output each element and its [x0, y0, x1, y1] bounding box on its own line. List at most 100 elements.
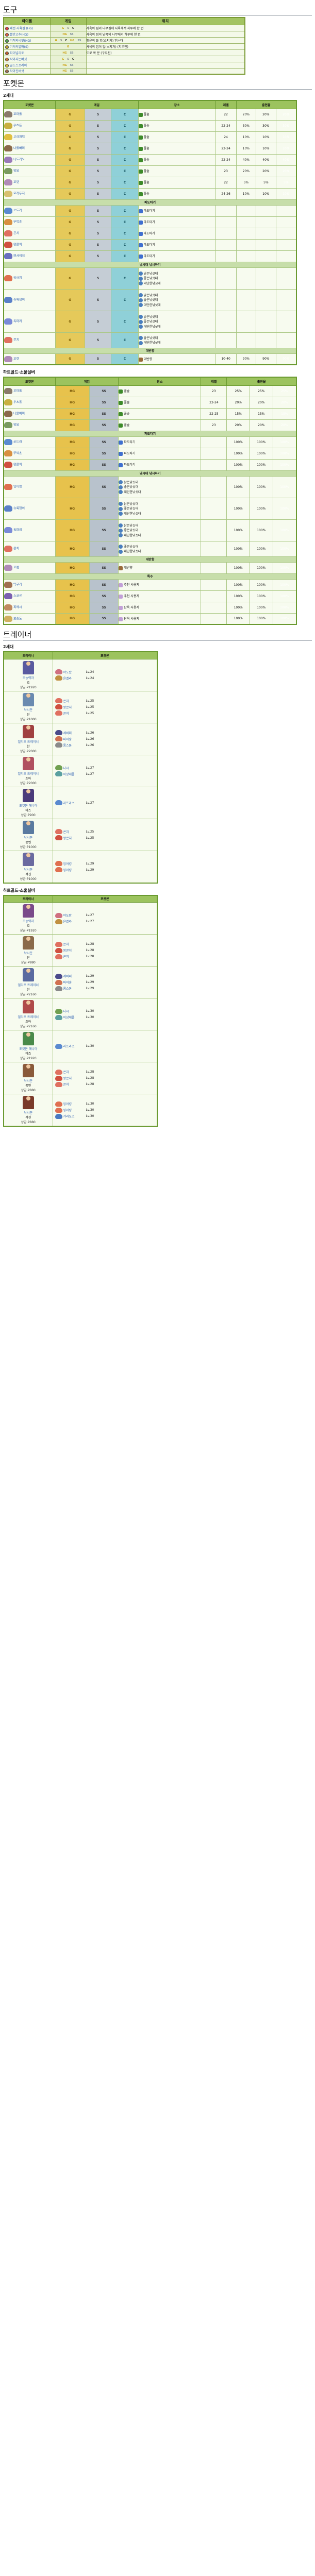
pokemon-cell[interactable]: 쏘드라 [3, 205, 56, 217]
trainer-class[interactable]: 엘리트 트레이너 [18, 1015, 39, 1019]
item-name[interactable]: 패턴 사육질 (HG) [10, 26, 34, 30]
pokemon-cell[interactable]: 꼬렛 [3, 176, 56, 189]
pokemon-cell[interactable]: 콘치 [3, 227, 56, 240]
team-pokemon-name[interactable]: 롱스톤 [63, 987, 72, 991]
team-pokemon-name[interactable]: 야도란 [63, 914, 72, 918]
pokemon-cell[interactable]: 뚜벅쵸 [3, 447, 56, 460]
team-pokemon-name[interactable]: 왕콘치 [63, 705, 72, 709]
pokemon-cell[interactable]: 나몰빼미 [3, 408, 56, 420]
pokemon-cell[interactable]: 니드리노 [3, 154, 56, 166]
team-pokemon-name[interactable]: 잉어킹 [63, 1103, 72, 1106]
pokemon-cell[interactable]: 꼬마돌 [3, 385, 56, 397]
pokemon-name[interactable]: 콘치 [13, 338, 20, 342]
pokemon-cell[interactable]: 딱구리 [3, 579, 56, 591]
pokemon-cell[interactable]: 꼬마돌 [3, 108, 56, 121]
trainer-class[interactable]: 낚시꾼 [24, 1079, 33, 1083]
team-pokemon-name[interactable]: 콘치 [63, 943, 69, 946]
pokemon-name[interactable]: 쏘드라 [13, 209, 22, 213]
pokemon-cell[interactable]: 우츠동 [3, 396, 56, 409]
team-pokemon-name[interactable]: 콘치 [63, 830, 69, 834]
trainer-cell[interactable]: 엘리트 트레이너 한 상금 ₽2000 [3, 722, 53, 755]
team-pokemon-name[interactable]: 왕콘치 [63, 1077, 72, 1080]
pokemon-name[interactable]: 뚜벅쵸 [13, 451, 22, 455]
trainer-class[interactable]: 조능력자 [22, 676, 34, 680]
trainer-cell[interactable]: 낚시꾼 진 상금 ₽880 [3, 934, 53, 967]
item-name[interactable]: 작아지는버섯 [10, 57, 27, 61]
trainer-class[interactable]: 포켓몬 매니아 [19, 804, 38, 808]
pokemon-cell[interactable]: 꼬렛 [3, 562, 56, 574]
team-pokemon-name[interactable]: 나시 [63, 766, 69, 770]
item-name[interactable]: 파이널리토 [10, 51, 24, 55]
pokemon-name[interactable]: 꼬렛 [13, 566, 20, 570]
pokemon-cell[interactable]: 콘치 [3, 540, 56, 557]
pokemon-name[interactable]: 슈륙챙이 [13, 298, 25, 302]
item-name-cell[interactable]: 파이널리토 [3, 49, 51, 56]
pokemon-name[interactable]: 보송도 [13, 617, 22, 621]
pokemon-name[interactable]: 콘치 [13, 231, 20, 235]
pokemon-cell[interactable]: 고라파덕 [3, 131, 56, 143]
trainer-class[interactable]: 낚시꾼 [24, 1111, 33, 1115]
team-pokemon-name[interactable]: 라프라스 [63, 1045, 75, 1048]
trainer-cell[interactable]: 낚시꾼 종빈 상금 ₽1000 [3, 818, 53, 851]
pokemon-cell[interactable]: 콘치 [3, 332, 56, 348]
pokemon-cell[interactable]: 모래두지 [3, 188, 56, 200]
trainer-class[interactable]: 낚시꾼 [24, 836, 33, 840]
pokemon-name[interactable]: 독파리 [13, 319, 22, 324]
team-pokemon-name[interactable]: 잉어킹 [63, 862, 72, 866]
trainer-class[interactable]: 엘리트 트레이너 [18, 772, 39, 776]
team-pokemon-name[interactable]: 콘치 [63, 955, 69, 959]
pokemon-cell[interactable]: 꼬렛 [3, 353, 56, 365]
pokemon-name[interactable]: 피에시 [13, 605, 22, 609]
team-pokemon-name[interactable]: 이상해풀 [63, 1016, 75, 1020]
item-name[interactable]: 빨간고추(HG) [10, 32, 28, 37]
item-name-cell[interactable]: 골드스프레이 [3, 61, 51, 69]
item-name-cell[interactable]: 패턴 사육질 (HG) [3, 24, 51, 31]
item-name-cell[interactable]: 작아지는버섯 [3, 55, 51, 62]
team-pokemon-name[interactable]: 윤겔라 [63, 676, 72, 681]
item-name-cell[interactable]: 작아진버섯 [3, 67, 51, 75]
trainer-cell[interactable]: 포켓몬 매니아 미즈 상금 ₽900 [3, 786, 53, 819]
pokemon-name[interactable]: 꼬렛 [13, 180, 20, 184]
trainer-cell[interactable]: 초능력자 호 상금 ₽1920 [3, 902, 53, 935]
item-name[interactable]: 골드스프레이 [10, 63, 27, 67]
team-pokemon-name[interactable]: 라프라스 [63, 801, 75, 805]
pokemon-name[interactable]: 슈륙챙이 [13, 506, 25, 511]
team-pokemon-name[interactable]: 야도란 [63, 670, 72, 674]
pokemon-cell[interactable]: 왕콘치 [3, 239, 56, 251]
trainer-class[interactable]: 초능력자 [22, 920, 34, 923]
team-pokemon-name[interactable]: 세비퍼 [63, 731, 72, 735]
pokemon-cell[interactable]: 슈륙챙이 [3, 289, 56, 311]
trainer-cell[interactable]: 엘리트 트레이너 조아 상금 ₽2000 [3, 754, 53, 787]
pokemon-name[interactable]: 고라파덕 [13, 135, 25, 139]
pokemon-cell[interactable]: 슈륙챙이 [3, 497, 56, 520]
pokemon-cell[interactable]: 잉어킹 [3, 476, 56, 498]
pokemon-cell[interactable]: 쁘사이저 [3, 250, 56, 262]
team-pokemon-name[interactable]: 왕콘치 [63, 949, 72, 953]
pokemon-cell[interactable]: 우츠동 [3, 120, 56, 132]
pokemon-cell[interactable]: 잉어킹 [3, 267, 56, 290]
pokemon-cell[interactable]: 쏘드라 [3, 436, 56, 448]
trainer-class[interactable]: 낚시꾼 [24, 708, 33, 712]
team-pokemon-name[interactable]: 롱스톤 [63, 743, 72, 748]
pokemon-name[interactable]: 스코르 [13, 594, 22, 598]
trainer-class[interactable]: 낚시꾼 [24, 868, 33, 872]
team-pokemon-name[interactable]: 콘치 [63, 711, 69, 716]
pokemon-cell[interactable]: 독파리 [3, 519, 56, 541]
trainer-cell[interactable]: 조능력자 호 상금 ₽1920 [3, 658, 53, 691]
trainer-class[interactable]: 엘리트 트레이너 [18, 740, 39, 744]
pokemon-cell[interactable]: 스코르 [3, 590, 56, 602]
team-pokemon-name[interactable]: 콘치 [63, 699, 69, 703]
pokemon-name[interactable]: 모래두지 [13, 192, 25, 196]
trainer-cell[interactable]: 낚시꾼 종빈 상금 ₽880 [3, 1062, 53, 1094]
pokemon-cell[interactable]: 왕콘치 [3, 459, 56, 471]
trainer-class[interactable]: 낚시꾼 [24, 952, 33, 955]
pokemon-name[interactable]: 나몰빼미 [13, 412, 25, 416]
pokemon-name[interactable]: 잉어킹 [13, 276, 22, 280]
pokemon-cell[interactable]: 독파리 [3, 310, 56, 333]
pokemon-cell[interactable]: 피에시 [3, 601, 56, 614]
team-pokemon-name[interactable]: 세비퍼 [63, 975, 72, 978]
team-pokemon-name[interactable]: 잉어킹 [63, 1109, 72, 1112]
trainer-cell[interactable]: 엘리트 트레이너 조아 상금 ₽2160 [3, 998, 53, 1030]
pokemon-cell[interactable]: 암뭉 [3, 165, 56, 177]
team-pokemon-name[interactable]: 이상해풀 [63, 772, 75, 776]
